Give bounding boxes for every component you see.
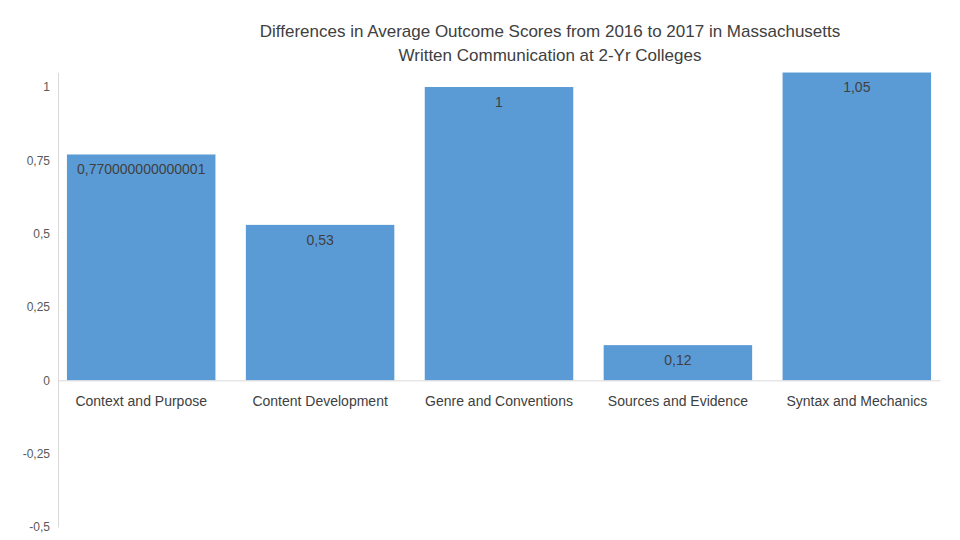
title-line: Written Communication at 2-Yr Colleges [399,46,702,65]
x-tick: Context and Purpose [75,380,207,409]
bar [604,345,752,380]
y-tick: 0,25 [27,300,58,314]
y-tick: -0,25 [23,447,58,461]
data-label: 1,05 [843,79,870,95]
x-tick: Sources and Evidence [608,380,748,409]
y-axis-line [58,73,59,528]
x-tick: Syntax and Mechanics [786,380,927,409]
y-tick: 0,75 [27,154,58,168]
data-label: 0,12 [664,352,691,368]
x-tick-label: Sources and Evidence [608,393,748,409]
y-tick: 1 [43,80,58,94]
bars [67,72,931,380]
y-tick-label: 0,75 [27,154,51,168]
y-tick-label: 0 [43,374,50,388]
y-axis: -0,5 -0,25 0 0,25 0,5 0,75 1 [23,73,59,534]
x-tick-label: Content Development [252,393,388,409]
y-tick-label: -0,5 [29,520,50,534]
y-tick-label: 0,25 [27,300,51,314]
bar [67,154,215,380]
title: Differences in Average Outcome Scores fr… [260,22,841,65]
y-tick-label: 0,5 [33,227,50,241]
x-tick-label: Syntax and Mechanics [786,393,927,409]
x-axis-line [59,380,941,381]
chart: Differences in Average Outcome Scores fr… [0,0,960,540]
y-tick: 0,5 [33,227,58,241]
x-axis: Context and Purpose Content Development Ge… [59,380,941,409]
y-tick: -0,5 [29,520,58,534]
y-tick: 0 [43,374,58,388]
x-tick: Content Development [252,380,388,409]
data-labels: 0,770000000000001 0,53 1 0,12 1,05 [77,79,871,368]
x-tick-label: Genre and Conventions [425,393,573,409]
title-line: Differences in Average Outcome Scores fr… [260,22,841,41]
bar [425,87,573,380]
x-tick-label: Context and Purpose [75,393,207,409]
x-tick: Genre and Conventions [425,380,573,409]
bar [783,72,931,380]
bar [246,225,394,380]
data-label: 1 [495,94,503,110]
data-label: 0,770000000000001 [77,161,206,177]
data-label: 0,53 [306,232,333,248]
y-tick-label: 1 [43,80,50,94]
y-tick-label: -0,25 [23,447,51,461]
